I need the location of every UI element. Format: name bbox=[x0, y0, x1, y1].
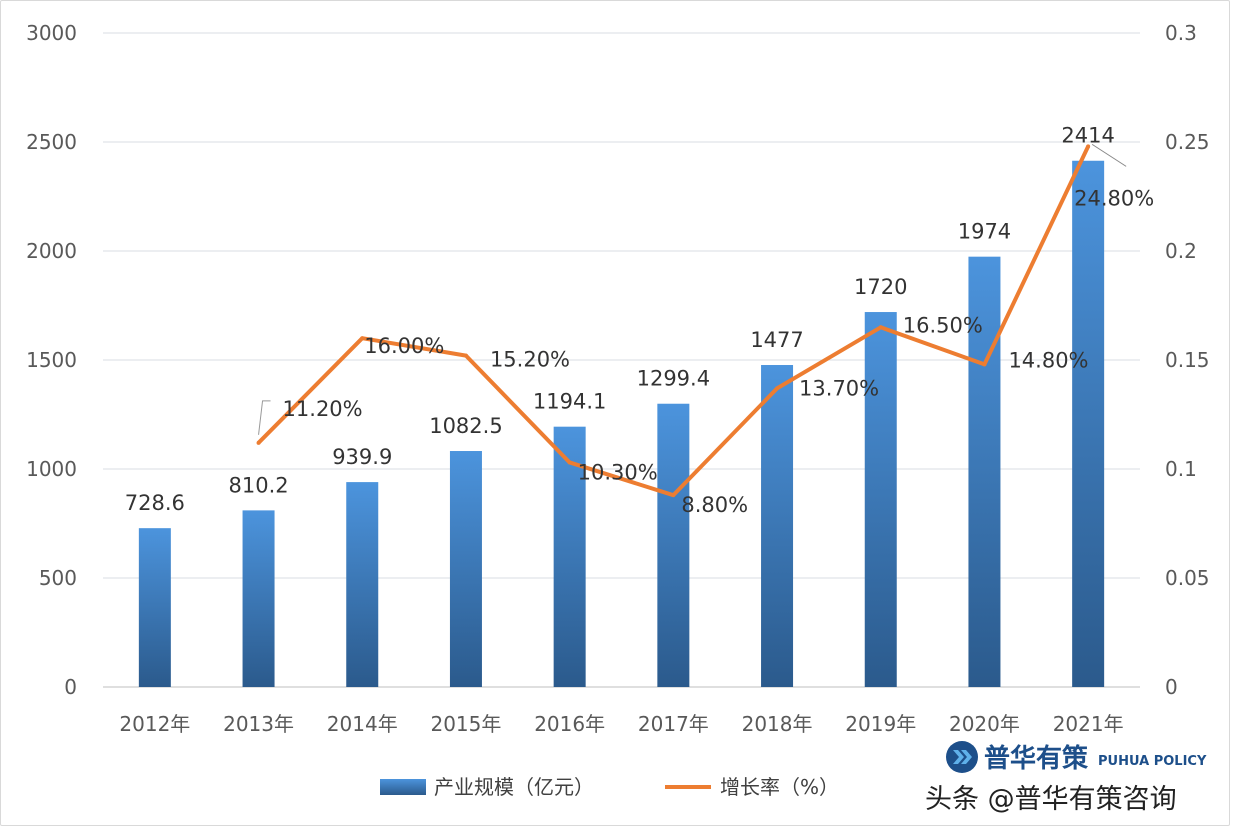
logo-subtext: PUHUA POLICY bbox=[1098, 754, 1207, 769]
bar-2016年 bbox=[553, 426, 586, 687]
y-right-tick-label: 0 bbox=[1165, 675, 1178, 699]
line-point bbox=[463, 353, 468, 358]
y-left-tick-label: 1500 bbox=[26, 348, 77, 372]
bar-value-label: 939.9 bbox=[332, 445, 392, 469]
y-right-tick-label: 0.25 bbox=[1165, 130, 1210, 154]
x-tick-label: 2012年 bbox=[119, 712, 190, 736]
line-point bbox=[360, 336, 365, 341]
y-left-tick-label: 3000 bbox=[26, 21, 77, 45]
bar-value-label: 1974 bbox=[958, 220, 1011, 244]
rate-value-label: 11.20% bbox=[283, 397, 363, 421]
bar-2012年 bbox=[138, 528, 171, 687]
logo-chevron-icon bbox=[953, 750, 972, 764]
legend: 产业规模（亿元） 增长率（%） bbox=[380, 775, 839, 799]
rate-value-label: 16.50% bbox=[903, 313, 983, 337]
bar-value-label: 1477 bbox=[750, 328, 803, 352]
bar-value-label: 2414 bbox=[1061, 124, 1114, 148]
watermark-caption: 头条 @普华有策咨询 bbox=[925, 784, 1177, 815]
y-right-tick-label: 0.1 bbox=[1165, 457, 1197, 481]
y-right-tick-label: 0.05 bbox=[1165, 566, 1210, 590]
line-point bbox=[256, 440, 261, 445]
legend-line-label: 增长率（%） bbox=[720, 775, 839, 799]
x-tick-label: 2021年 bbox=[1053, 712, 1124, 736]
bar-value-label: 810.2 bbox=[228, 473, 288, 497]
bar-2014年 bbox=[346, 482, 379, 687]
bar-2013年 bbox=[242, 510, 275, 687]
rate-value-label: 14.80% bbox=[1008, 348, 1088, 372]
x-tick-label: 2018年 bbox=[742, 712, 813, 736]
bar-value-label: 728.6 bbox=[125, 491, 185, 515]
x-tick-label: 2020年 bbox=[949, 712, 1020, 736]
line-point bbox=[671, 493, 676, 498]
bar-2021年 bbox=[1072, 160, 1105, 688]
leader-line bbox=[258, 400, 271, 435]
bar-2017年 bbox=[657, 403, 690, 687]
y-left-tick-label: 1000 bbox=[26, 457, 77, 481]
bar-value-label: 1720 bbox=[854, 275, 907, 299]
x-tick-label: 2017年 bbox=[638, 712, 709, 736]
y-right-tick-label: 0.3 bbox=[1165, 21, 1197, 45]
rate-value-label: 10.30% bbox=[578, 460, 658, 484]
x-tick-label: 2014年 bbox=[327, 712, 398, 736]
y-left-tick-label: 500 bbox=[39, 566, 77, 590]
rate-value-label: 8.80% bbox=[681, 493, 748, 517]
y-left-tick-label: 2500 bbox=[26, 130, 77, 154]
line-point bbox=[878, 325, 883, 330]
y-right-tick-label: 0.2 bbox=[1165, 239, 1197, 263]
rate-value-label: 24.80% bbox=[1074, 186, 1154, 210]
bar-value-label: 1194.1 bbox=[533, 390, 606, 414]
rate-value-label: 16.00% bbox=[364, 334, 444, 358]
line-point bbox=[567, 460, 572, 465]
bar-value-label: 1299.4 bbox=[637, 367, 710, 391]
bar-2015年 bbox=[449, 451, 482, 687]
watermark-logo: 普华有策 PUHUA POLICY 头条 @普华有策咨询 bbox=[925, 741, 1207, 815]
x-tick-label: 2016年 bbox=[534, 712, 605, 736]
rate-value-label: 13.70% bbox=[799, 376, 879, 400]
y-left-tick-label: 2000 bbox=[26, 239, 77, 263]
rate-value-label: 15.20% bbox=[490, 348, 570, 372]
bar-2020年 bbox=[968, 256, 1001, 687]
x-tick-label: 2019年 bbox=[845, 712, 916, 736]
y-right-tick-label: 0.15 bbox=[1165, 348, 1210, 372]
bar-value-label: 1082.5 bbox=[429, 414, 502, 438]
y-left-tick-label: 0 bbox=[64, 675, 77, 699]
line-point bbox=[775, 386, 780, 391]
x-tick-label: 2015年 bbox=[430, 712, 501, 736]
line-point bbox=[982, 362, 987, 367]
bar-2019年 bbox=[864, 312, 897, 687]
line-point bbox=[1086, 144, 1091, 149]
logo-text: 普华有策 bbox=[984, 743, 1088, 774]
legend-bar-swatch bbox=[380, 779, 426, 795]
x-tick-label: 2013年 bbox=[223, 712, 294, 736]
bar-2018年 bbox=[761, 365, 794, 687]
leader-line bbox=[1091, 143, 1127, 167]
legend-bar-label: 产业规模（亿元） bbox=[434, 775, 594, 799]
